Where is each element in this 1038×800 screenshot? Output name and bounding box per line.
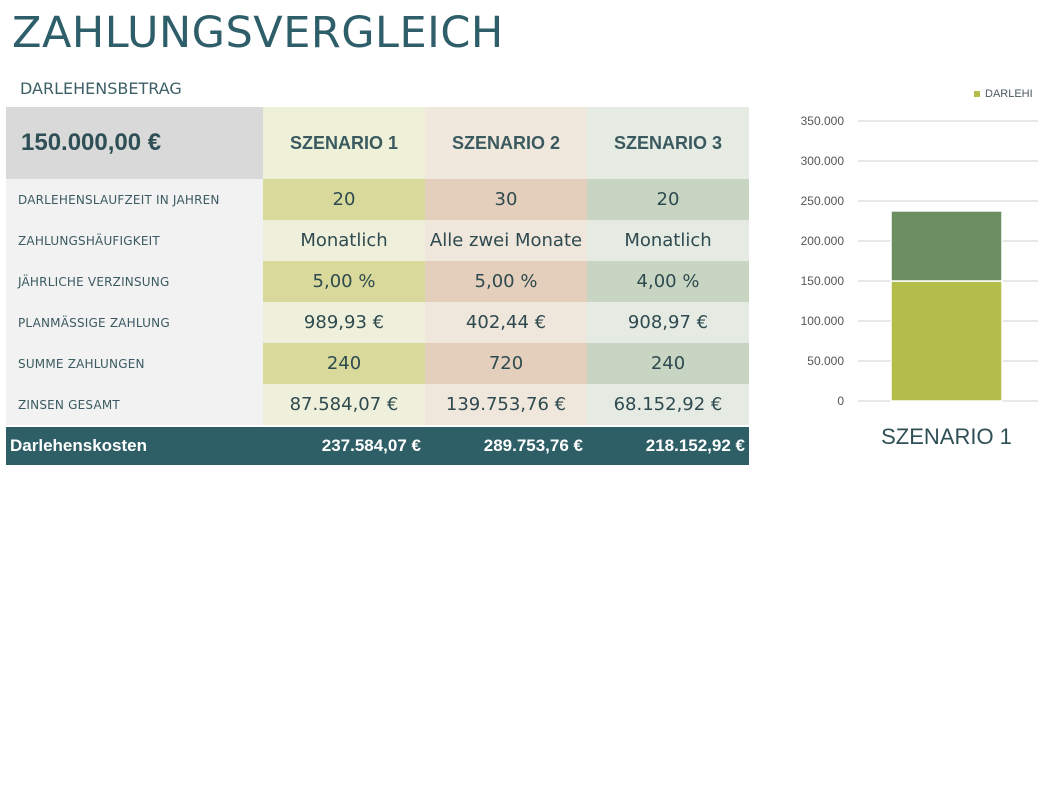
- cell-scenario-1[interactable]: Monatlich: [263, 220, 425, 261]
- cell-scenario-2[interactable]: 5,00 %: [425, 261, 587, 302]
- cell-scenario-2[interactable]: 720: [425, 343, 587, 384]
- cell-scenario-2[interactable]: 30: [425, 179, 587, 220]
- y-tick-label: 300.000: [801, 154, 845, 168]
- cell-scenario-2[interactable]: Alle zwei Monate: [425, 220, 587, 261]
- comparison-table: 150.000,00 € SZENARIO 1 SZENARIO 2 SZENA…: [6, 107, 749, 465]
- table-row: PLANMÄSSIGE ZAHLUNG 989,93 € 402,44 € 90…: [6, 302, 749, 343]
- y-tick-label: 350.000: [801, 114, 845, 128]
- scenario-3-header: SZENARIO 3: [587, 107, 749, 179]
- page-title: ZAHLUNGSVERGLEICH: [12, 8, 504, 58]
- table-row: ZINSEN GESAMT 87.584,07 € 139.753,76 € 6…: [6, 384, 749, 425]
- cell-scenario-3[interactable]: 68.152,92 €: [587, 384, 749, 425]
- row-label: PLANMÄSSIGE ZAHLUNG: [6, 302, 263, 343]
- cell-scenario-1[interactable]: 240: [263, 343, 425, 384]
- row-label: ZAHLUNGSHÄUFIGKEIT: [6, 220, 263, 261]
- y-tick-label: 200.000: [801, 234, 845, 248]
- x-category-label: SZENARIO 1: [881, 424, 1012, 449]
- table-row: ZAHLUNGSHÄUFIGKEIT Monatlich Alle zwei M…: [6, 220, 749, 261]
- cell-scenario-3[interactable]: 908,97 €: [587, 302, 749, 343]
- total-scenario-3[interactable]: 218.152,92 €: [645, 436, 745, 455]
- y-tick-label: 50.000: [807, 354, 844, 368]
- scenario-1-header: SZENARIO 1: [263, 107, 425, 179]
- header-row: 150.000,00 € SZENARIO 1 SZENARIO 2 SZENA…: [6, 107, 749, 179]
- table-row: JÄHRLICHE VERZINSUNG 5,00 % 5,00 % 4,00 …: [6, 261, 749, 302]
- y-tick-label: 0: [837, 394, 844, 408]
- cell-scenario-3[interactable]: 20: [587, 179, 749, 220]
- cell-scenario-1[interactable]: 87.584,07 €: [263, 384, 425, 425]
- row-label: DARLEHENSLAUFZEIT IN JAHREN: [6, 179, 263, 220]
- payment-chart: 0 50.000 100.000 150.000 200.000 250.000 300.0…: [801, 114, 1038, 449]
- cell-scenario-3[interactable]: 4,00 %: [587, 261, 749, 302]
- total-scenario-1[interactable]: 237.584,07 €: [321, 436, 421, 455]
- cell-scenario-3[interactable]: 240: [587, 343, 749, 384]
- cell-scenario-1[interactable]: 20: [263, 179, 425, 220]
- total-scenario-2[interactable]: 289.753,76 €: [483, 436, 583, 455]
- loan-amount-cell[interactable]: 150.000,00 €: [6, 107, 263, 179]
- total-label: Darlehenskosten: [10, 436, 147, 455]
- row-label: ZINSEN GESAMT: [6, 384, 263, 425]
- cell-scenario-3[interactable]: Monatlich: [587, 220, 749, 261]
- table-row: SUMME ZAHLUNGEN 240 720 240: [6, 343, 749, 384]
- loan-amount-label: DARLEHENSBETRAG: [20, 79, 182, 98]
- row-label: JÄHRLICHE VERZINSUNG: [6, 261, 263, 302]
- legend-swatch: [974, 91, 980, 97]
- total-row: Darlehenskosten 237.584,07 € 289.753,76 …: [6, 427, 749, 465]
- scenario-2-header: SZENARIO 2: [425, 107, 587, 179]
- y-tick-label: 100.000: [801, 314, 845, 328]
- bar-segment: [890, 280, 1003, 402]
- y-tick-label: 150.000: [801, 274, 845, 288]
- y-tick-label: 250.000: [801, 194, 845, 208]
- bar-segment: [890, 210, 1003, 282]
- chart-legend: DARLEHI: [974, 88, 1033, 100]
- table-row: DARLEHENSLAUFZEIT IN JAHREN 20 30 20: [6, 179, 749, 220]
- cell-scenario-1[interactable]: 989,93 €: [263, 302, 425, 343]
- legend-label: DARLEHI: [985, 88, 1033, 100]
- cell-scenario-1[interactable]: 5,00 %: [263, 261, 425, 302]
- cell-scenario-2[interactable]: 402,44 €: [425, 302, 587, 343]
- cell-scenario-2[interactable]: 139.753,76 €: [425, 384, 587, 425]
- row-label: SUMME ZAHLUNGEN: [6, 343, 263, 384]
